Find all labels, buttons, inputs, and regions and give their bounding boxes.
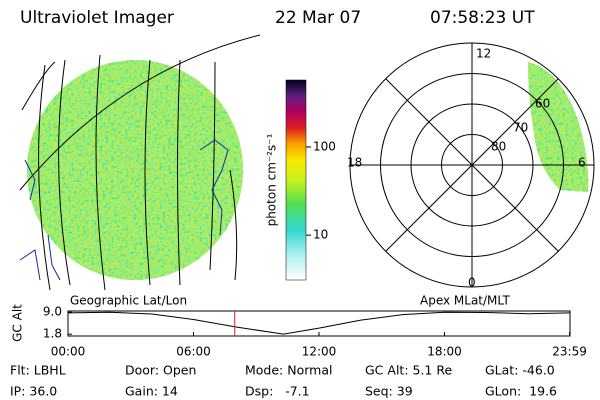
- mlt-label: 18: [347, 156, 362, 170]
- y-tick-label: 1.8: [43, 327, 62, 341]
- altitude-y-label: GC Alt: [11, 304, 25, 342]
- status-field: Mode: Normal: [245, 363, 332, 378]
- footer: Flt: LBHL Door: Open Mode: Normal GC Alt: 5…: [10, 363, 557, 399]
- altitude-right-label: Apex MLat/MLT: [420, 294, 510, 308]
- status-field: IP: 36.0: [10, 384, 57, 399]
- x-tick-label: 06:00: [176, 345, 211, 359]
- x-tick-label: 18:00: [427, 345, 462, 359]
- altitude-left-label: Geographic Lat/Lon: [70, 294, 187, 308]
- status-field: Seq: 39: [365, 384, 413, 399]
- mlt-label: 6: [578, 156, 586, 170]
- y-tick-label: 9.0: [43, 305, 62, 319]
- mlt-label: 12: [476, 47, 491, 61]
- status-field: GC Alt: 5.1 Re: [365, 363, 452, 378]
- status-field: Door: Open: [125, 363, 196, 378]
- lat-label: 80: [491, 140, 506, 154]
- mlt-label: 0: [468, 276, 476, 290]
- status-field: GLat: -46.0: [485, 363, 555, 378]
- status-field: Flt: LBHL: [10, 363, 66, 378]
- time: 07:58:23 UT: [430, 8, 535, 28]
- globe-image: [19, 34, 261, 291]
- x-tick-label: 00:00: [51, 345, 86, 359]
- title: Ultraviolet Imager: [20, 8, 174, 28]
- lat-label: 60: [535, 97, 550, 111]
- status-field: Gain: 14: [125, 384, 178, 399]
- x-tick-label: 12:00: [302, 345, 337, 359]
- lat-label: 70: [513, 121, 528, 135]
- polar-plot: 80 70 60 12 6 0 18: [347, 42, 595, 290]
- colorbar-tick-label: 100: [313, 139, 336, 153]
- colorbar-tick-label: 10: [313, 228, 328, 242]
- status-field: Dsp: -7.1: [245, 384, 310, 399]
- date: 22 Mar 07: [275, 8, 361, 28]
- altitude-line: [67, 311, 571, 335]
- colorbar: [285, 79, 307, 281]
- x-tick-label: 23:59: [552, 345, 587, 359]
- status-field: GLon: 19.6: [485, 384, 557, 399]
- colorbar-label: photon cm⁻²s⁻¹: [265, 133, 279, 226]
